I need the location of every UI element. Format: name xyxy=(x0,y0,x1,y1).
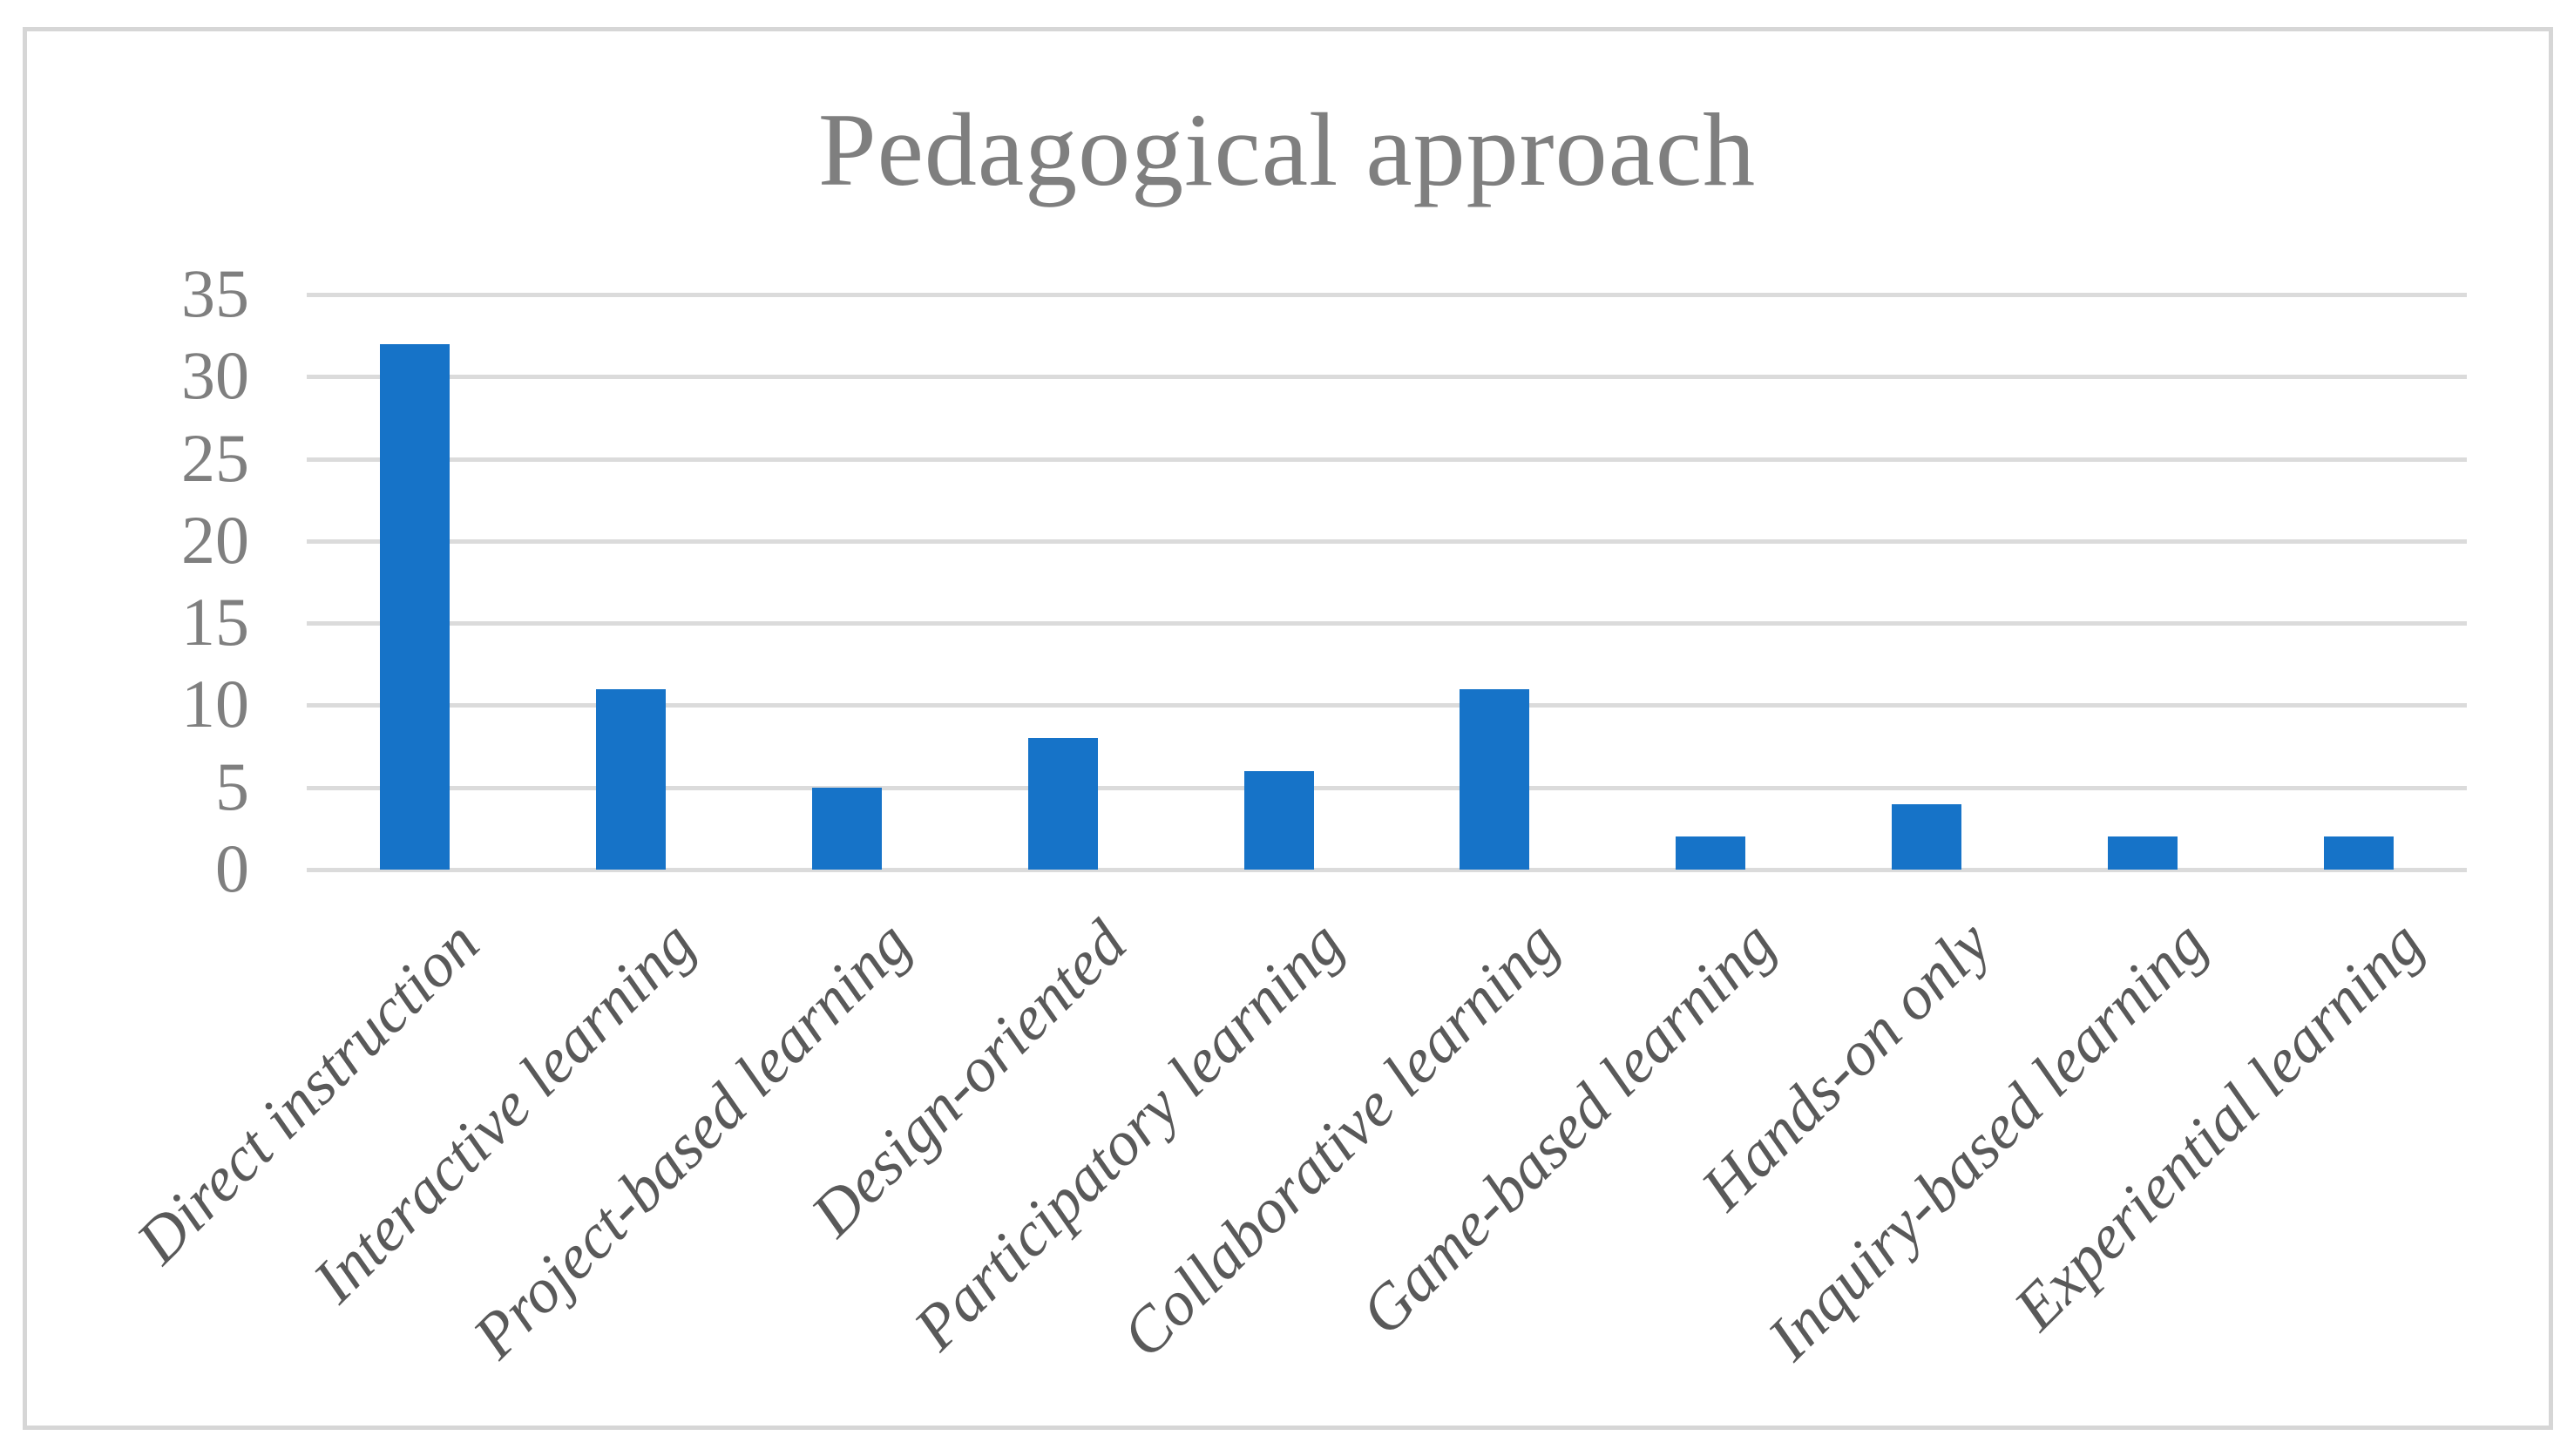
y-tick-label-0: 0 xyxy=(215,830,249,906)
plot-area xyxy=(307,293,2467,872)
gridline-y-35 xyxy=(307,293,2467,297)
y-tick-label-35: 35 xyxy=(181,255,249,331)
gridline-y-0 xyxy=(307,868,2467,872)
x-category-label-3: Project-based learning xyxy=(459,907,925,1371)
gridline-y-5 xyxy=(307,785,2467,790)
x-category-label-6: Collaborative learning xyxy=(1108,907,1572,1371)
x-category-label-5: Participatory learning xyxy=(899,907,1357,1364)
y-tick-label-25: 25 xyxy=(181,419,249,496)
bar-9 xyxy=(2108,836,2178,870)
x-category-label-2: Interactive learning xyxy=(299,907,708,1316)
y-tick-label-30: 30 xyxy=(181,337,249,414)
gridline-y-15 xyxy=(307,621,2467,626)
bar-7 xyxy=(1676,836,1746,870)
y-tick-label-5: 5 xyxy=(215,748,249,824)
bar-3 xyxy=(811,787,882,870)
bar-2 xyxy=(595,688,666,870)
gridline-y-20 xyxy=(307,538,2467,544)
x-category-label-7: Game-based learning xyxy=(1346,907,1788,1349)
x-category-label-10: Experiential learning xyxy=(2000,907,2436,1344)
chart-title: Pedagogical approach xyxy=(817,91,1757,207)
y-tick-label-15: 15 xyxy=(181,584,249,660)
gridline-y-10 xyxy=(307,703,2467,708)
bar-1 xyxy=(379,343,450,870)
bar-4 xyxy=(1027,738,1098,870)
x-category-label-9: Inquiry-based learning xyxy=(1753,907,2220,1373)
gridline-y-25 xyxy=(307,457,2467,462)
y-tick-label-10: 10 xyxy=(181,666,249,742)
bar-8 xyxy=(1892,803,1962,870)
bar-10 xyxy=(2324,836,2394,870)
y-tick-label-20: 20 xyxy=(181,501,249,578)
bar-6 xyxy=(1460,688,1530,870)
gridline-y-30 xyxy=(307,375,2467,380)
bar-5 xyxy=(1243,770,1314,870)
